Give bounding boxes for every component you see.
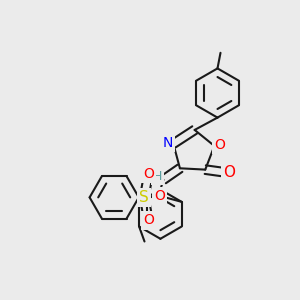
Text: S: S <box>139 190 149 205</box>
Text: H: H <box>153 170 162 183</box>
Text: O: O <box>143 167 154 181</box>
Text: O: O <box>143 214 154 227</box>
Text: N: N <box>163 136 173 150</box>
Text: O: O <box>154 189 165 203</box>
Text: O: O <box>214 138 225 152</box>
Text: O: O <box>223 164 235 179</box>
